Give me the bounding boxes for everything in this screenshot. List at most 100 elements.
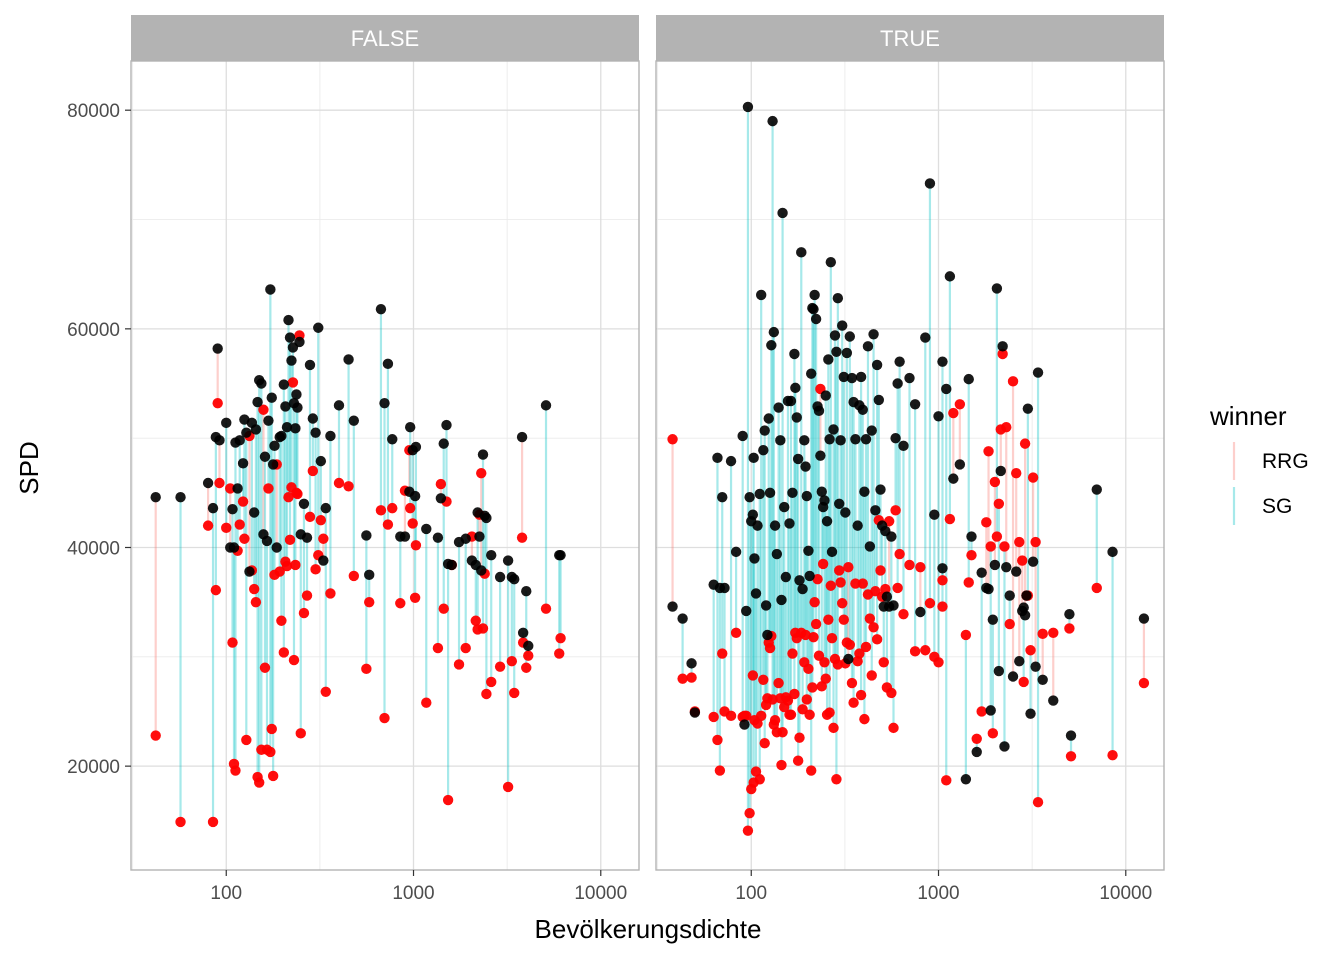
data-point-black: [767, 115, 778, 127]
data-point-black: [760, 600, 772, 611]
data-point-black: [816, 486, 827, 497]
data-point-red: [944, 513, 956, 525]
data-point-red: [202, 520, 214, 531]
data-point-red: [476, 467, 487, 479]
data-point-red: [267, 770, 279, 782]
data-point-black: [712, 452, 723, 464]
data-point-red: [421, 697, 432, 708]
data-point-red: [868, 622, 879, 633]
data-point-black: [744, 492, 755, 503]
data-point-red: [960, 629, 972, 641]
data-point-black: [846, 372, 858, 384]
data-point-red: [274, 566, 285, 577]
data-point-black: [790, 382, 801, 394]
data-point-black: [409, 490, 421, 502]
data-point-black: [348, 415, 360, 426]
data-point-black: [785, 395, 797, 407]
data-point-red: [828, 722, 839, 734]
data-point-black: [754, 488, 765, 500]
data-point-red: [904, 559, 915, 571]
data-point-red: [1017, 555, 1028, 566]
data-point-black: [677, 613, 688, 624]
data-point-red: [993, 498, 1005, 509]
data-point-black: [829, 330, 841, 341]
data-point-red: [803, 663, 814, 675]
data-point-red: [890, 505, 901, 516]
data-point-red: [819, 657, 830, 668]
data-point-red: [506, 655, 518, 667]
data-point-red: [843, 561, 854, 573]
data-point-black: [773, 402, 784, 413]
data-point-black: [989, 559, 1001, 571]
data-point-black: [797, 583, 808, 595]
data-point-red: [777, 727, 788, 738]
data-point-black: [1007, 671, 1019, 682]
data-point-red: [292, 488, 303, 500]
data-point-black: [517, 627, 529, 638]
data-point-red: [985, 541, 996, 552]
data-point-black: [748, 452, 759, 464]
data-point-red: [759, 737, 770, 749]
data-point-red: [809, 596, 820, 608]
data-point-red: [387, 502, 398, 514]
data-point-black: [844, 331, 856, 342]
data-point-red: [816, 681, 827, 692]
data-point-black: [777, 207, 788, 219]
data-point-black: [421, 523, 432, 535]
data-point-black: [460, 533, 471, 544]
data-point-black: [244, 566, 255, 577]
data-point-black: [325, 430, 336, 442]
data-point-black: [752, 520, 763, 531]
data-point-black: [835, 435, 846, 446]
data-point-red: [250, 596, 262, 608]
data-point-red: [502, 781, 514, 793]
data-point-red: [826, 633, 838, 644]
legend-title: winner: [1209, 401, 1287, 431]
data-point-black: [775, 435, 786, 446]
data-point-red: [1032, 797, 1044, 808]
data-point-black: [739, 719, 750, 730]
data-point-red: [855, 689, 867, 701]
data-point-black: [446, 559, 457, 571]
panel-false: FALSE 100 1000 10000: [130, 15, 640, 904]
data-point-red: [997, 348, 1008, 360]
data-point-black: [689, 707, 701, 718]
data-point-black: [494, 571, 506, 583]
data-point-black: [404, 422, 416, 433]
data-point-red: [516, 532, 528, 543]
data-point-black: [333, 400, 345, 411]
data-point-red: [888, 722, 899, 734]
data-point-red: [150, 730, 161, 741]
data-point-red: [810, 618, 822, 630]
data-point-black: [810, 313, 822, 325]
data-point-black: [719, 582, 730, 594]
data-point-black: [792, 453, 804, 465]
data-point-red: [438, 603, 449, 614]
data-point-red: [320, 686, 331, 698]
data-point-red: [812, 573, 823, 585]
data-point-red: [442, 794, 454, 806]
data-point-black: [860, 434, 872, 445]
data-point-black: [1022, 403, 1034, 414]
data-point-red: [1004, 618, 1015, 630]
data-point-black: [766, 340, 777, 351]
data-point-red: [1107, 750, 1118, 761]
data-point-red: [1025, 645, 1036, 656]
data-point-red: [886, 687, 897, 699]
data-point-black: [768, 326, 780, 338]
data-point-red: [941, 775, 952, 786]
data-point-red: [741, 710, 752, 722]
data-point-black: [859, 486, 870, 497]
data-point-black: [502, 555, 514, 566]
data-point-red: [1065, 751, 1077, 762]
data-point-black: [284, 332, 296, 343]
data-point-red: [361, 663, 372, 675]
data-point-red: [920, 645, 931, 656]
data-point-black: [898, 440, 909, 452]
data-point-red: [1091, 582, 1102, 594]
data-point-red: [318, 533, 329, 544]
data-point-red: [714, 765, 726, 776]
data-point-black: [987, 614, 999, 625]
data-point-red: [325, 588, 336, 599]
data-point-red: [875, 565, 886, 576]
